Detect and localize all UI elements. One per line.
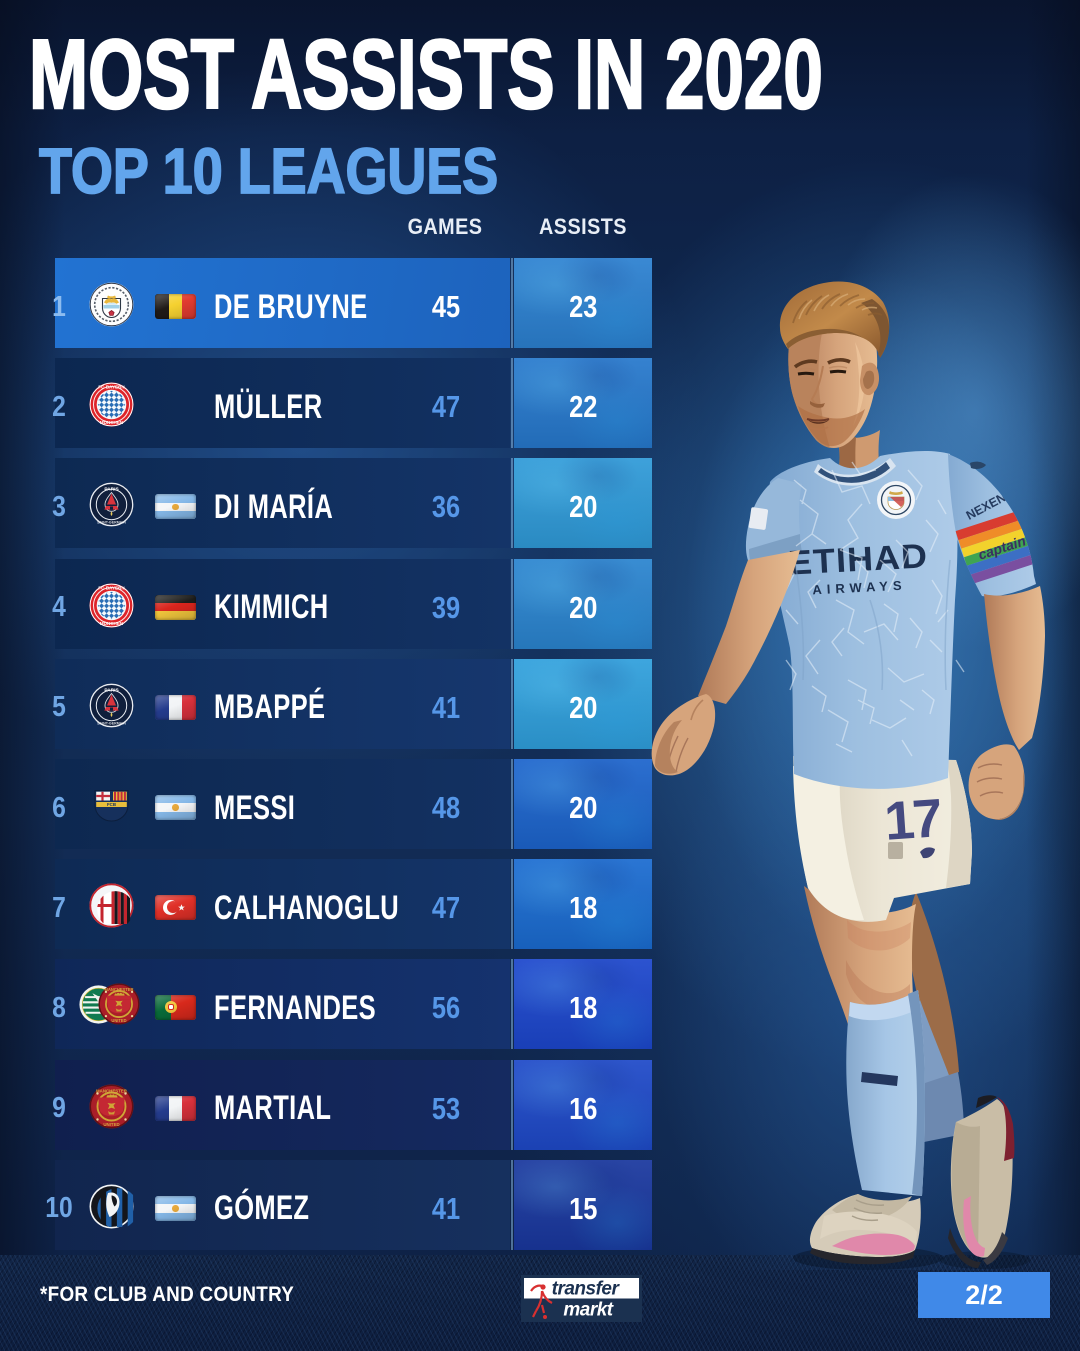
svg-text:FC BAYERN: FC BAYERN — [98, 385, 125, 390]
svg-text:MÜNCHEN: MÜNCHEN — [100, 620, 124, 626]
svg-text:FC BAYERN: FC BAYERN — [98, 585, 125, 590]
svg-text:PARIS: PARIS — [104, 687, 119, 693]
svg-text:MANCHESTER: MANCHESTER — [96, 1088, 128, 1093]
svg-text:UNITED: UNITED — [103, 1121, 119, 1126]
svg-text:AIRWAYS: AIRWAYS — [812, 578, 907, 598]
svg-text:SAINT-GERMAIN: SAINT-GERMAIN — [97, 721, 126, 725]
svg-text:ETIHAD: ETIHAD — [787, 537, 929, 582]
svg-text:PARIS: PARIS — [104, 487, 119, 493]
svg-text:transfer: transfer — [552, 1279, 621, 1300]
svg-text:MÜNCHEN: MÜNCHEN — [100, 419, 124, 425]
svg-text:MANCHESTER: MANCHESTER — [105, 987, 134, 992]
svg-text:UNITED: UNITED — [111, 1018, 126, 1023]
svg-text:SAINT-GERMAIN: SAINT-GERMAIN — [97, 521, 126, 525]
svg-text:FCB: FCB — [107, 802, 116, 807]
svg-text:17: 17 — [882, 788, 942, 852]
svg-text:markt: markt — [563, 1300, 613, 1321]
